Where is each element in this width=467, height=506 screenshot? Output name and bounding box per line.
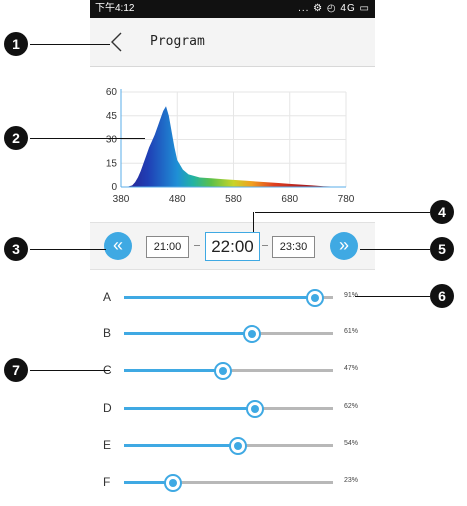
x-tick-label: 780 <box>338 194 355 205</box>
callout-leader-4-vertical <box>253 212 254 232</box>
channel-label: D <box>103 401 112 415</box>
y-tick-label: 0 <box>111 182 117 193</box>
dash-divider <box>262 245 268 246</box>
channel-value: 23% <box>344 477 358 484</box>
header-bar: Program <box>90 18 375 67</box>
phone-screen: 下午4:12 ... ⚙ ◴ 4G ▭ Program <box>90 0 375 506</box>
slider-fill <box>124 407 254 410</box>
callout-leader-7 <box>30 370 110 371</box>
page-title: Program <box>150 34 205 49</box>
next-time-button[interactable]: » <box>330 232 358 260</box>
next-time-box[interactable]: 23:30 <box>272 236 315 258</box>
channel-value: 62% <box>344 403 358 410</box>
double-chevron-left-icon: « <box>113 235 123 255</box>
y-tick-label: 15 <box>106 158 118 169</box>
channel-value: 47% <box>344 365 358 372</box>
back-button[interactable] <box>105 28 131 56</box>
status-icons: ... ⚙ ◴ 4G ▭ <box>298 0 370 18</box>
x-tick-label: 380 <box>113 194 130 205</box>
callout-marker-6: 6 <box>430 284 454 308</box>
callout-marker-2: 2 <box>4 126 28 150</box>
callout-leader-2 <box>30 138 145 139</box>
channel-label: E <box>103 438 111 452</box>
callout-marker-7: 7 <box>4 358 28 382</box>
channel-slider[interactable] <box>124 369 333 372</box>
callout-marker-1: 1 <box>4 32 28 56</box>
channel-slider[interactable] <box>124 296 333 299</box>
callout-leader-3 <box>30 249 106 250</box>
slider-thumb[interactable] <box>164 474 182 492</box>
previous-time-box[interactable]: 21:00 <box>146 236 189 258</box>
callout-leader-6 <box>355 296 430 297</box>
status-bar: 下午4:12 ... ⚙ ◴ 4G ▭ <box>90 0 375 18</box>
slider-thumb[interactable] <box>229 437 247 455</box>
chevron-left-icon <box>105 28 131 56</box>
callout-marker-5: 5 <box>430 237 454 261</box>
channel-label: A <box>103 290 111 304</box>
channel-row-c: C 47% <box>90 350 375 388</box>
callout-leader-4 <box>255 212 430 213</box>
channel-label: B <box>103 326 111 340</box>
slider-thumb[interactable] <box>306 289 324 307</box>
channel-value: 61% <box>344 328 358 335</box>
callout-marker-3: 3 <box>4 237 28 261</box>
channel-slider[interactable] <box>124 481 333 484</box>
current-time-box[interactable]: 22:00 <box>205 232 260 261</box>
channel-row-d: D 62% <box>90 388 375 426</box>
channel-row-e: E 54% <box>90 425 375 463</box>
channel-row-b: B 61% <box>90 313 375 351</box>
x-tick-label: 680 <box>281 194 298 205</box>
x-tick-label: 580 <box>225 194 242 205</box>
x-tick-label: 480 <box>169 194 186 205</box>
channel-row-a: A 91% <box>90 277 375 315</box>
slider-fill <box>124 444 237 447</box>
channel-row-f: F 23% <box>90 462 375 500</box>
status-time: 下午4:12 <box>95 0 134 18</box>
time-navigator: « 21:00 22:00 23:30 » <box>90 222 375 270</box>
slider-fill <box>124 332 251 335</box>
slider-fill <box>124 296 314 299</box>
slider-thumb[interactable] <box>246 400 264 418</box>
callout-leader-5 <box>360 249 430 250</box>
slider-fill <box>124 369 222 372</box>
y-tick-label: 60 <box>106 87 118 98</box>
callout-marker-4: 4 <box>430 200 454 224</box>
previous-time-button[interactable]: « <box>104 232 132 260</box>
callout-leader-1 <box>30 44 110 45</box>
dash-divider <box>194 245 200 246</box>
channel-slider[interactable] <box>124 332 333 335</box>
channel-label: F <box>103 475 110 489</box>
channel-slider[interactable] <box>124 407 333 410</box>
channel-value: 54% <box>344 440 358 447</box>
channel-slider[interactable] <box>124 444 333 447</box>
slider-thumb[interactable] <box>214 362 232 380</box>
slider-thumb[interactable] <box>243 325 261 343</box>
y-tick-label: 30 <box>106 135 118 146</box>
double-chevron-right-icon: » <box>339 235 349 255</box>
y-tick-label: 45 <box>106 111 118 122</box>
